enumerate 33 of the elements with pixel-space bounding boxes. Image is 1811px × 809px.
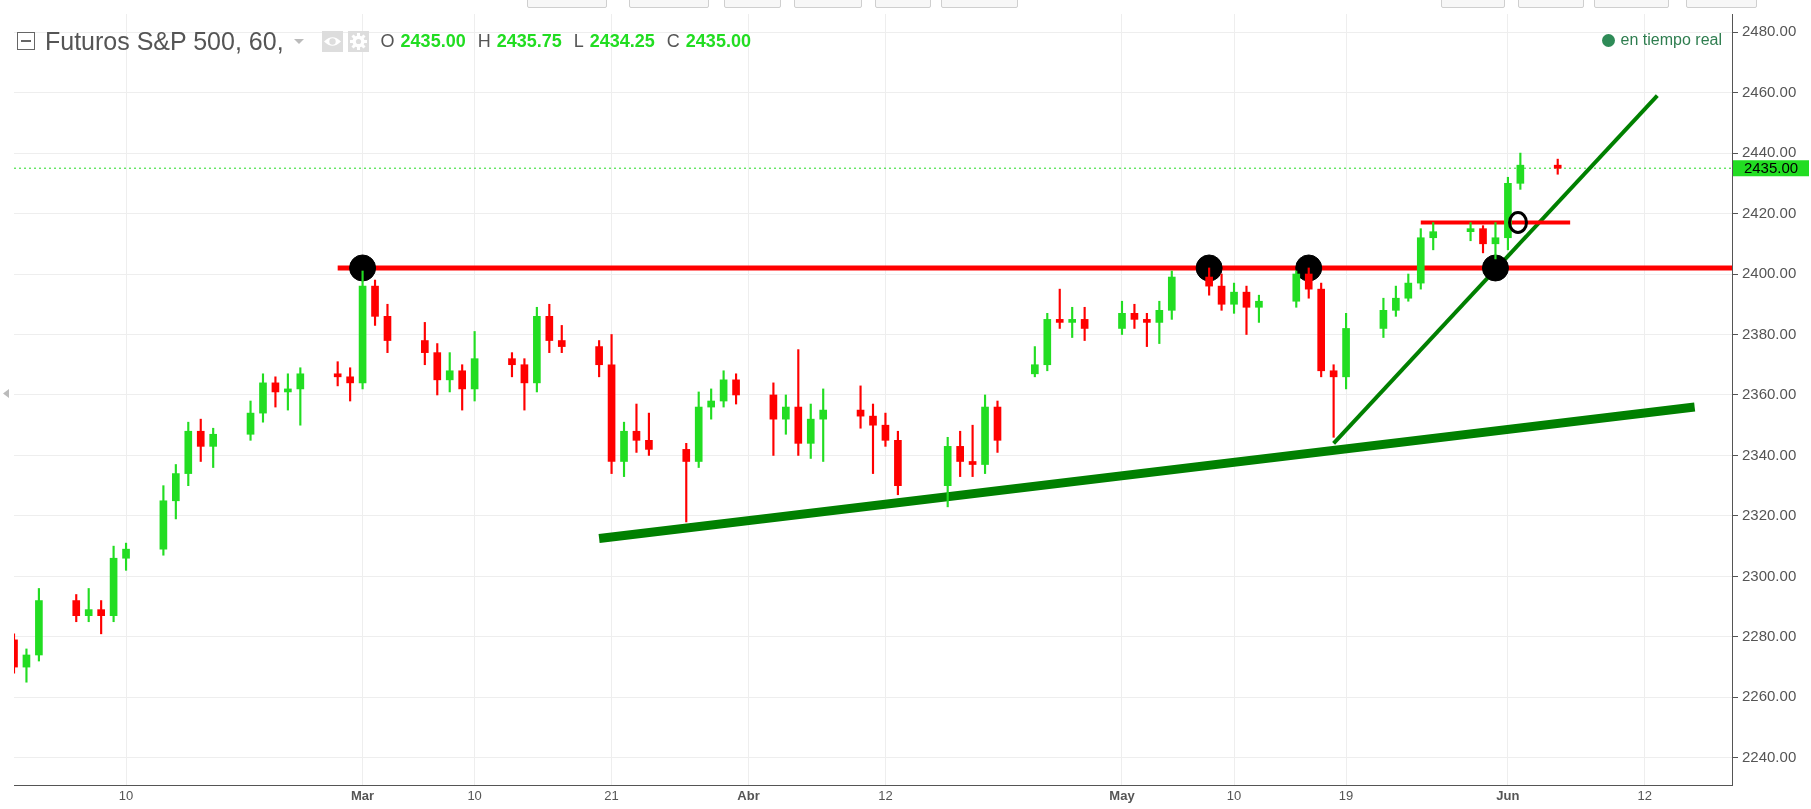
x-tick-label: 19 (1338, 788, 1354, 804)
annotation: en tiempo real (1620, 31, 1722, 49)
candlestick (1130, 303, 1139, 329)
y-tick-label: 2300.00 (1742, 566, 1797, 584)
x-tick-label: 12 (1637, 788, 1653, 804)
text: Futuros S&P 500, 60, (45, 27, 284, 55)
candlestick (1466, 222, 1475, 242)
y-tick-label: 2420.00 (1742, 203, 1797, 221)
y-tick-label: 2400.00 (1742, 264, 1797, 282)
x-tick-label: 10 (1226, 788, 1242, 804)
y-tick-label: 2340.00 (1742, 445, 1797, 463)
x-tick-label: 12 (878, 788, 893, 804)
ref-line-label: 2435.00 (1743, 159, 1799, 177)
text: O 2435.00 H 2435.75 L 2434.25 C 2435.00 (380, 31, 751, 51)
y-tick-label: 2460.00 (1742, 82, 1797, 100)
x-tick-label: Abr (737, 788, 760, 804)
candlestick (1242, 285, 1251, 335)
x-tick-label: 10 (118, 788, 134, 804)
y-tick-label: 2440.00 (1742, 143, 1797, 161)
y-tick-label: 2480.00 (1742, 22, 1797, 40)
y-tick-label: 2280.00 (1742, 626, 1797, 644)
x-tick-label: Mar (351, 788, 375, 804)
y-tick-label: 2240.00 (1742, 747, 1797, 765)
y-tick-label: 2380.00 (1742, 324, 1797, 342)
x-tick-label: 21 (604, 788, 619, 804)
y-tick-label: 2360.00 (1742, 385, 1797, 403)
y-tick-label: 2320.00 (1742, 506, 1797, 524)
x-tick-label: Jun (1496, 788, 1520, 804)
candlestick (632, 403, 641, 453)
y-tick-label: 2260.00 (1742, 687, 1797, 705)
x-tick-label: May (1109, 788, 1136, 804)
candlestick (1491, 222, 1500, 260)
x-tick-label: 10 (467, 788, 482, 804)
